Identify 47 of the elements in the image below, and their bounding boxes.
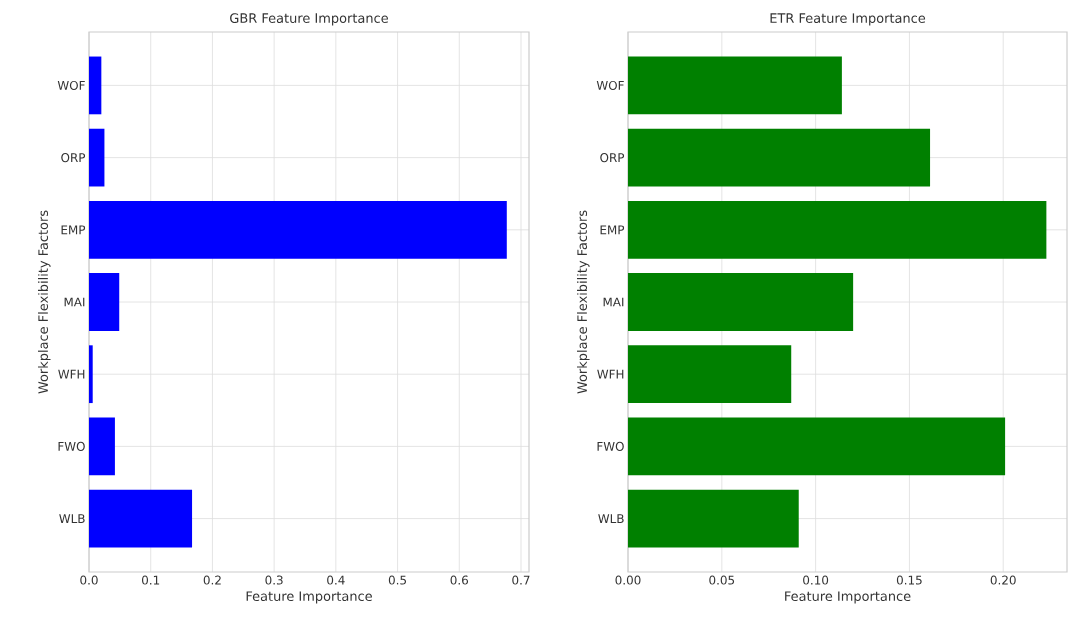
y-tick-label: MAI xyxy=(64,297,85,307)
y-tick-label: WOF xyxy=(57,80,85,90)
bar xyxy=(89,489,193,548)
bar xyxy=(89,128,105,187)
y-tick-label: ORP xyxy=(61,153,86,163)
y-tick-label: WFH xyxy=(597,369,624,379)
x-tick-label: 0.20 xyxy=(990,575,1016,585)
y-tick-label: WFH xyxy=(58,369,85,379)
y-tick-label: EMP xyxy=(600,225,625,235)
y-axis-title: Workplace Flexibility Factors xyxy=(37,210,51,394)
y-tick-label: EMP xyxy=(61,225,86,235)
bar xyxy=(628,417,1006,476)
bar xyxy=(628,489,799,548)
bar xyxy=(628,56,842,115)
x-tick-label: 0.3 xyxy=(265,575,283,585)
bar xyxy=(628,273,854,331)
x-tick-label: 0.5 xyxy=(388,575,407,585)
y-tick-label: FWO xyxy=(597,441,624,451)
y-tick-label: WLB xyxy=(59,514,85,523)
x-axis-title: Feature Importance xyxy=(785,591,911,604)
chart-title: GBR Feature Importance xyxy=(230,13,388,26)
x-tick-label: 0.6 xyxy=(450,575,469,585)
bar xyxy=(89,200,507,259)
y-axis-title: Workplace Flexibility Factors xyxy=(577,210,590,394)
x-axis-title: Feature Importance xyxy=(246,591,372,604)
x-tick-label: 0.7 xyxy=(512,575,530,585)
x-tick-label: 0.10 xyxy=(803,575,829,585)
bar xyxy=(89,417,115,476)
y-tick-label: FWO xyxy=(58,441,85,451)
y-tick-label: WOF xyxy=(596,80,624,90)
x-tick-label: 0.2 xyxy=(203,575,221,585)
y-tick-label: ORP xyxy=(600,153,625,163)
x-tick-label: 0.1 xyxy=(141,575,160,585)
bar xyxy=(628,128,931,187)
y-tick-label: WLB xyxy=(598,514,624,523)
bar xyxy=(89,345,93,404)
x-tick-label: 0.0 xyxy=(80,575,98,585)
bar xyxy=(89,273,120,331)
x-tick-label: 0.4 xyxy=(327,575,345,585)
x-tick-label: 0.00 xyxy=(615,575,641,585)
bar xyxy=(89,56,102,115)
x-tick-label: 0.05 xyxy=(709,575,735,585)
y-tick-label: MAI xyxy=(603,297,624,307)
bar xyxy=(628,200,1047,259)
bar xyxy=(628,345,792,404)
chart-title: ETR Feature Importance xyxy=(770,13,926,26)
x-tick-label: 0.15 xyxy=(896,575,922,585)
